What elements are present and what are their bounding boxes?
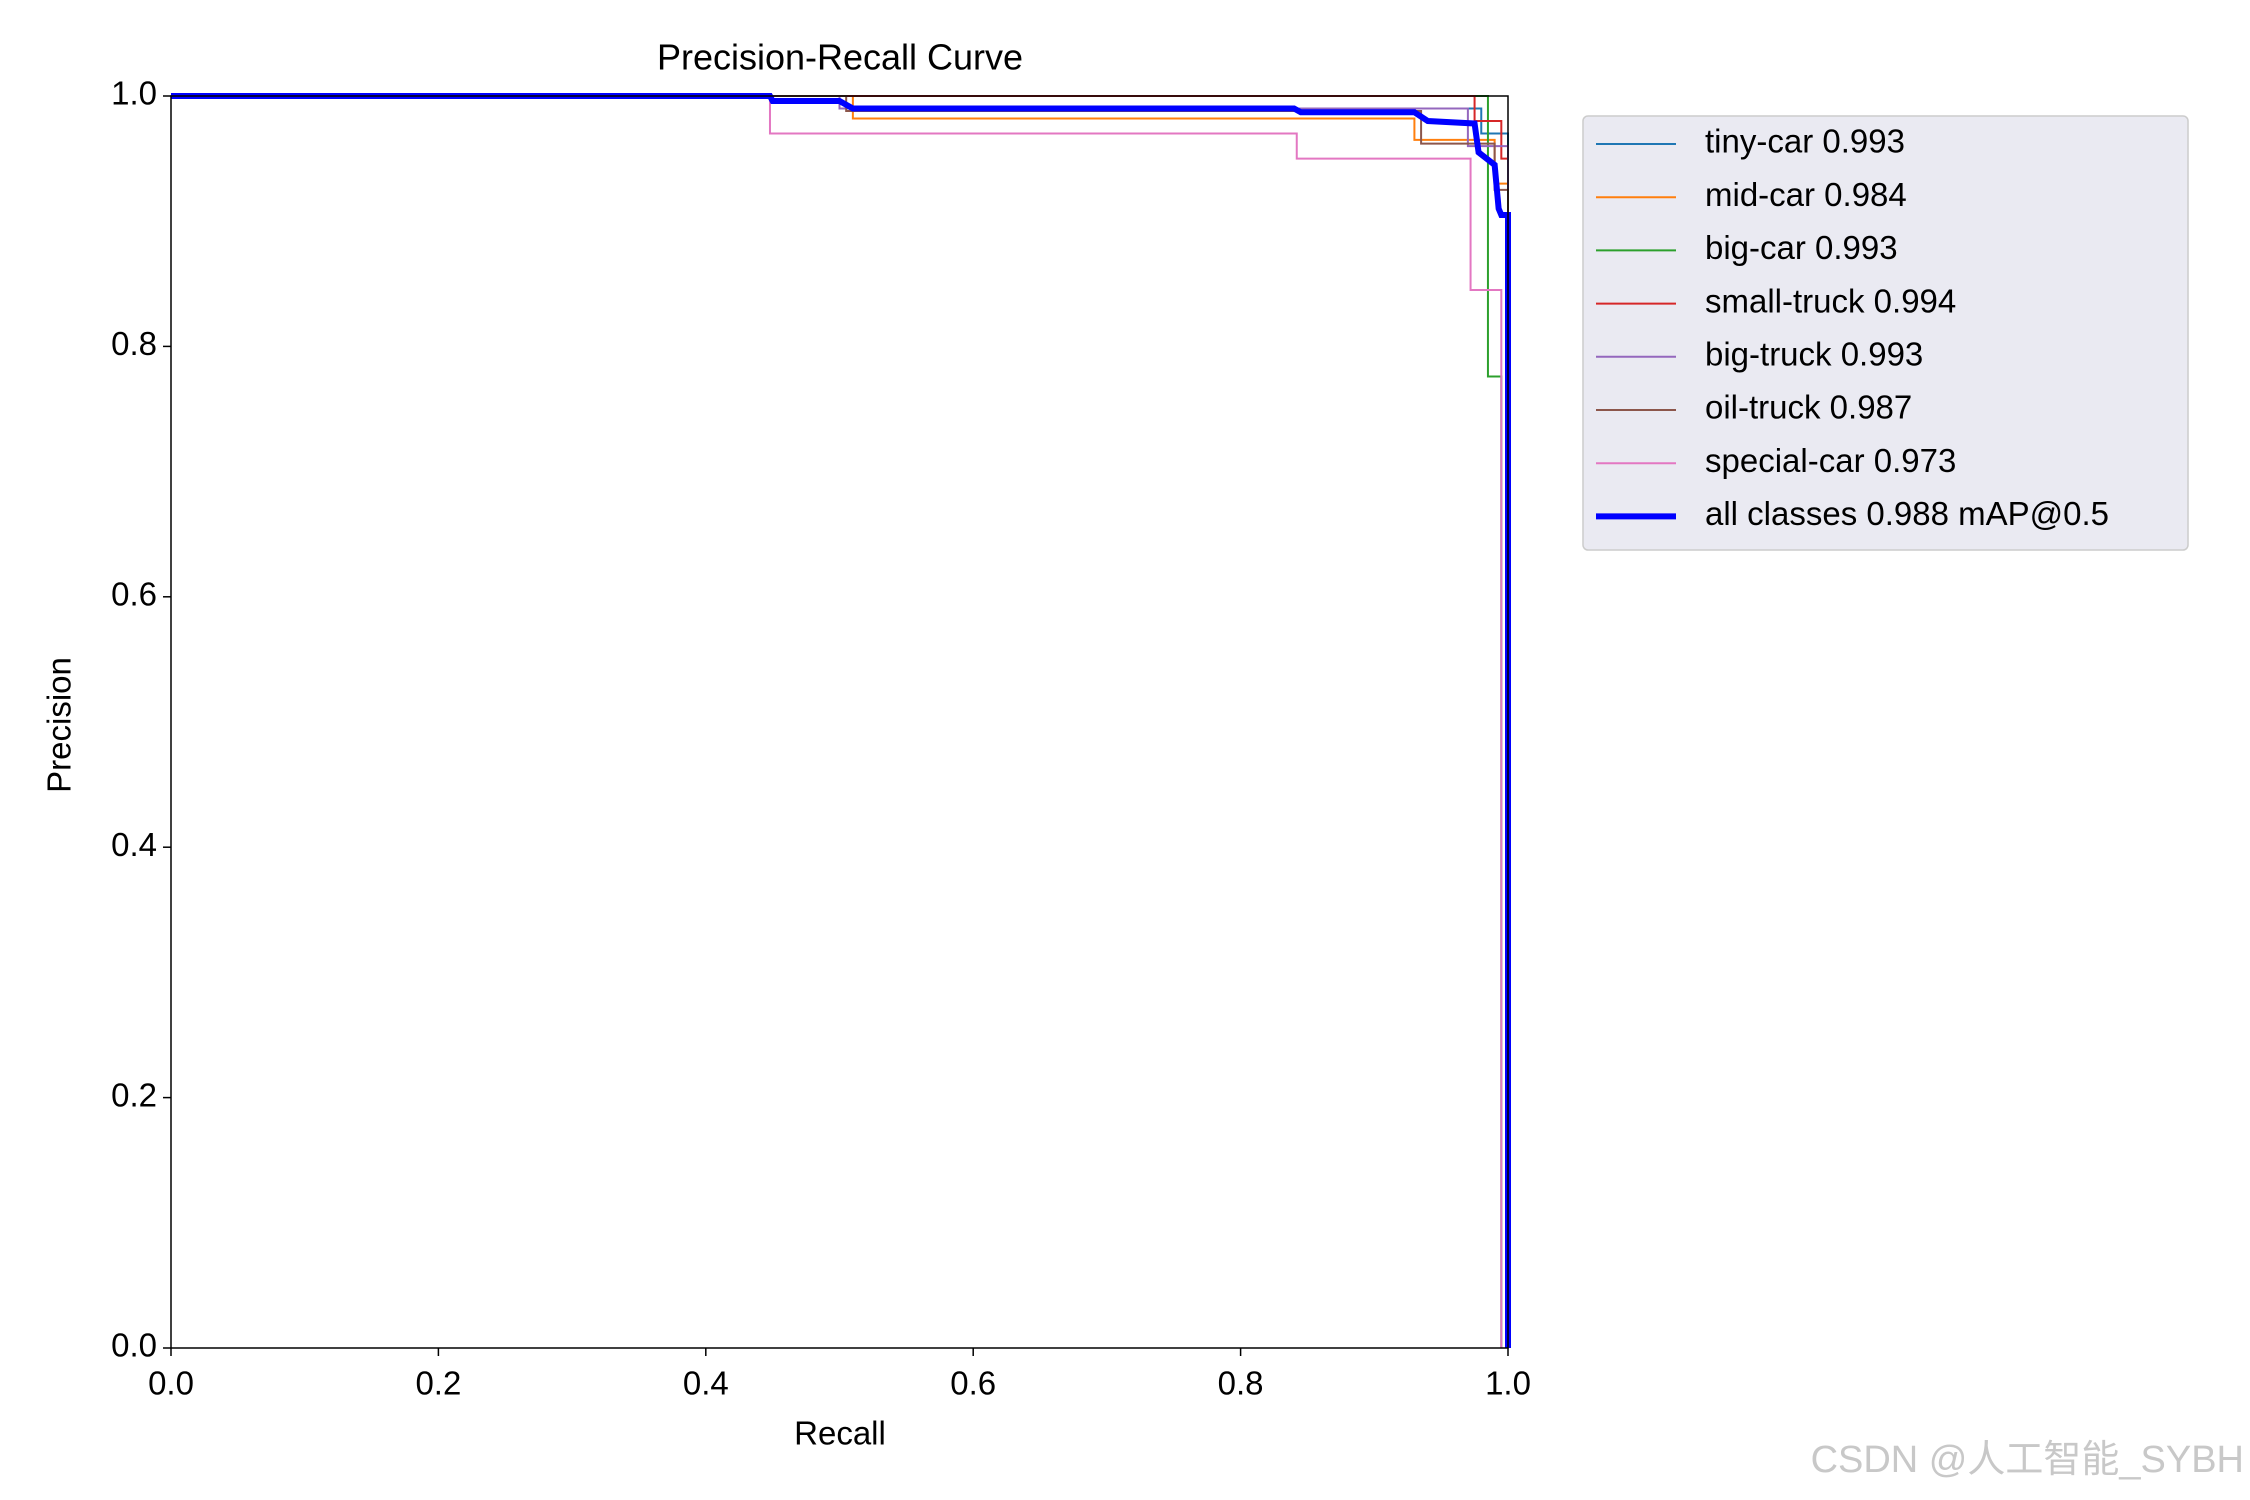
- y-tick-label: 0.0: [111, 1327, 157, 1364]
- y-tick-label: 1.0: [111, 75, 157, 112]
- pr-curve: [171, 95, 1509, 1348]
- pr-curve: [171, 95, 1509, 1348]
- y-tick-label: 0.2: [111, 1076, 157, 1113]
- pr-curve: [171, 95, 1509, 1348]
- legend-label: big-car 0.993: [1705, 229, 1898, 266]
- y-tick-label: 0.4: [111, 826, 157, 863]
- x-tick-label: 1.0: [1485, 1365, 1531, 1402]
- y-axis-label: Precision: [41, 657, 78, 793]
- legend-label: special-car 0.973: [1705, 442, 1956, 479]
- legend-label: big-truck 0.993: [1705, 336, 1923, 373]
- x-tick-label: 0.0: [148, 1365, 194, 1402]
- legend-label: tiny-car 0.993: [1705, 123, 1905, 160]
- plot-frame: [170, 95, 1509, 1349]
- legend-label: oil-truck 0.987: [1705, 389, 1912, 426]
- legend-label: mid-car 0.984: [1705, 176, 1907, 213]
- x-tick-label: 0.2: [415, 1365, 461, 1402]
- x-tick-label: 0.8: [1218, 1365, 1264, 1402]
- pr-curve: [171, 95, 1509, 1348]
- pr-curve: [171, 95, 1503, 1348]
- watermark: CSDN @人工智能_SYBH: [1811, 1439, 2244, 1481]
- chart-title: Precision-Recall Curve: [657, 37, 1023, 78]
- legend-label: small-truck 0.994: [1705, 282, 1956, 319]
- pr-curve: [171, 95, 1503, 1348]
- x-tick-label: 0.6: [950, 1365, 996, 1402]
- y-tick-label: 0.6: [111, 576, 157, 613]
- legend-box: [1582, 115, 2189, 551]
- y-tick-label: 0.8: [111, 325, 157, 362]
- x-axis-label: Recall: [794, 1415, 886, 1452]
- legend-label: all classes 0.988 mAP@0.5: [1705, 495, 2109, 532]
- pr-curve: [171, 93, 1511, 1348]
- pr-curve: [171, 95, 1509, 1348]
- x-tick-label: 0.4: [683, 1365, 729, 1402]
